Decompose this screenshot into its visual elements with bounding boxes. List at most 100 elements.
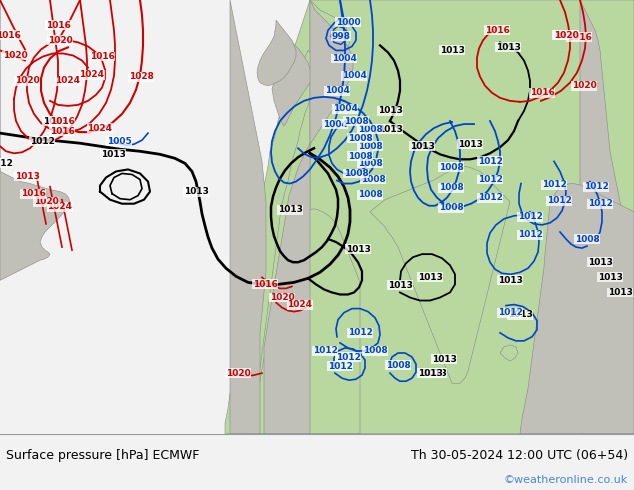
Polygon shape bbox=[272, 40, 312, 126]
Text: 1024: 1024 bbox=[287, 300, 313, 309]
Text: 1008: 1008 bbox=[385, 361, 410, 369]
Text: 1004: 1004 bbox=[332, 54, 356, 63]
Text: 1012: 1012 bbox=[0, 159, 13, 168]
Text: 1016: 1016 bbox=[0, 31, 20, 40]
Text: 1020: 1020 bbox=[269, 293, 294, 302]
Text: 1008: 1008 bbox=[347, 134, 372, 143]
Text: 1016: 1016 bbox=[252, 280, 278, 289]
Polygon shape bbox=[225, 0, 634, 434]
Text: 1020: 1020 bbox=[553, 31, 578, 40]
Text: 1013: 1013 bbox=[588, 258, 612, 267]
Text: 1013: 1013 bbox=[378, 106, 403, 116]
Text: 1012: 1012 bbox=[583, 182, 609, 191]
Text: 1016: 1016 bbox=[49, 117, 74, 125]
Text: 1004: 1004 bbox=[333, 104, 358, 113]
Text: 1008: 1008 bbox=[574, 235, 599, 244]
Text: 1004: 1004 bbox=[323, 120, 347, 128]
Polygon shape bbox=[304, 50, 318, 73]
Text: 1013: 1013 bbox=[496, 43, 521, 52]
Text: 1005: 1005 bbox=[107, 137, 131, 146]
Text: 1012: 1012 bbox=[517, 230, 543, 240]
Polygon shape bbox=[252, 0, 350, 434]
Text: 1012: 1012 bbox=[477, 175, 502, 184]
Text: 1012: 1012 bbox=[477, 193, 502, 202]
Text: 1013: 1013 bbox=[418, 273, 443, 282]
Text: 1008: 1008 bbox=[361, 175, 385, 184]
Text: 1013: 1013 bbox=[346, 245, 370, 254]
Text: 1008: 1008 bbox=[439, 163, 463, 172]
Text: 1012: 1012 bbox=[547, 196, 571, 205]
Text: 1013: 1013 bbox=[598, 273, 623, 282]
Text: 1013: 1013 bbox=[42, 117, 67, 125]
Text: 1013: 1013 bbox=[418, 368, 443, 378]
Text: 1008: 1008 bbox=[347, 152, 372, 161]
Text: 1008: 1008 bbox=[358, 124, 382, 134]
Text: Th 30-05-2024 12:00 UTC (06+54): Th 30-05-2024 12:00 UTC (06+54) bbox=[411, 448, 628, 462]
Text: 1013: 1013 bbox=[422, 368, 446, 378]
Text: 1012: 1012 bbox=[541, 180, 566, 189]
Text: 998: 998 bbox=[332, 32, 351, 41]
Text: 1024: 1024 bbox=[56, 76, 81, 85]
Text: 1013: 1013 bbox=[15, 172, 39, 181]
Text: 1008: 1008 bbox=[344, 169, 368, 178]
Polygon shape bbox=[580, 0, 634, 434]
Text: 1013: 1013 bbox=[432, 355, 456, 364]
Text: 1013: 1013 bbox=[607, 288, 633, 297]
Text: 1020: 1020 bbox=[34, 197, 58, 206]
Text: 1016: 1016 bbox=[529, 88, 555, 98]
Text: 1008: 1008 bbox=[358, 159, 382, 168]
Text: 1013: 1013 bbox=[387, 281, 413, 290]
Text: 1016: 1016 bbox=[484, 26, 510, 35]
Text: 1024: 1024 bbox=[79, 70, 105, 79]
Text: 1008: 1008 bbox=[358, 142, 382, 151]
Text: 1020: 1020 bbox=[48, 36, 72, 45]
Text: 1016: 1016 bbox=[46, 21, 70, 30]
Text: 1016: 1016 bbox=[89, 52, 115, 61]
Text: 1012: 1012 bbox=[498, 308, 522, 317]
Text: 1016: 1016 bbox=[49, 126, 74, 136]
Text: 1013: 1013 bbox=[184, 187, 209, 196]
Text: 1013: 1013 bbox=[439, 46, 465, 55]
Text: 1016: 1016 bbox=[553, 31, 578, 40]
Text: 1020: 1020 bbox=[572, 81, 597, 90]
Polygon shape bbox=[0, 0, 70, 280]
Polygon shape bbox=[370, 167, 510, 383]
Text: 1012: 1012 bbox=[313, 346, 337, 355]
Polygon shape bbox=[264, 0, 353, 434]
Text: 1013: 1013 bbox=[458, 140, 482, 148]
Text: 1012: 1012 bbox=[588, 199, 612, 208]
Text: 1012: 1012 bbox=[517, 212, 543, 221]
Text: 1012: 1012 bbox=[30, 137, 55, 146]
Text: 1020: 1020 bbox=[3, 51, 27, 60]
Polygon shape bbox=[230, 0, 266, 434]
Text: 1024: 1024 bbox=[48, 202, 72, 211]
Text: 1008: 1008 bbox=[363, 346, 387, 355]
Text: 1008: 1008 bbox=[358, 190, 382, 199]
Polygon shape bbox=[500, 345, 518, 361]
Text: 1012: 1012 bbox=[347, 328, 372, 337]
Text: 1012: 1012 bbox=[477, 157, 502, 166]
Text: Surface pressure [hPa] ECMWF: Surface pressure [hPa] ECMWF bbox=[6, 448, 200, 462]
Polygon shape bbox=[520, 184, 634, 434]
Text: 1020: 1020 bbox=[226, 368, 250, 378]
Text: 1013: 1013 bbox=[498, 276, 522, 285]
Text: 1020: 1020 bbox=[15, 76, 39, 85]
Text: 1024: 1024 bbox=[87, 123, 112, 133]
Text: ©weatheronline.co.uk: ©weatheronline.co.uk bbox=[503, 475, 628, 485]
Text: 1012: 1012 bbox=[335, 352, 361, 362]
Text: 1013: 1013 bbox=[508, 310, 533, 319]
Text: 1028: 1028 bbox=[129, 72, 153, 81]
Text: 1004: 1004 bbox=[325, 86, 349, 95]
Polygon shape bbox=[257, 20, 296, 86]
Text: 1016: 1016 bbox=[567, 33, 592, 42]
Text: 1016: 1016 bbox=[20, 189, 46, 198]
Text: 1013: 1013 bbox=[378, 124, 403, 134]
Text: 1013: 1013 bbox=[101, 150, 126, 159]
Text: 1013: 1013 bbox=[410, 142, 434, 151]
Text: 1008: 1008 bbox=[439, 203, 463, 212]
Polygon shape bbox=[250, 209, 360, 434]
Text: 1008: 1008 bbox=[344, 117, 368, 125]
Text: 1004: 1004 bbox=[342, 71, 366, 80]
Text: 1008: 1008 bbox=[439, 183, 463, 192]
Polygon shape bbox=[250, 403, 360, 434]
